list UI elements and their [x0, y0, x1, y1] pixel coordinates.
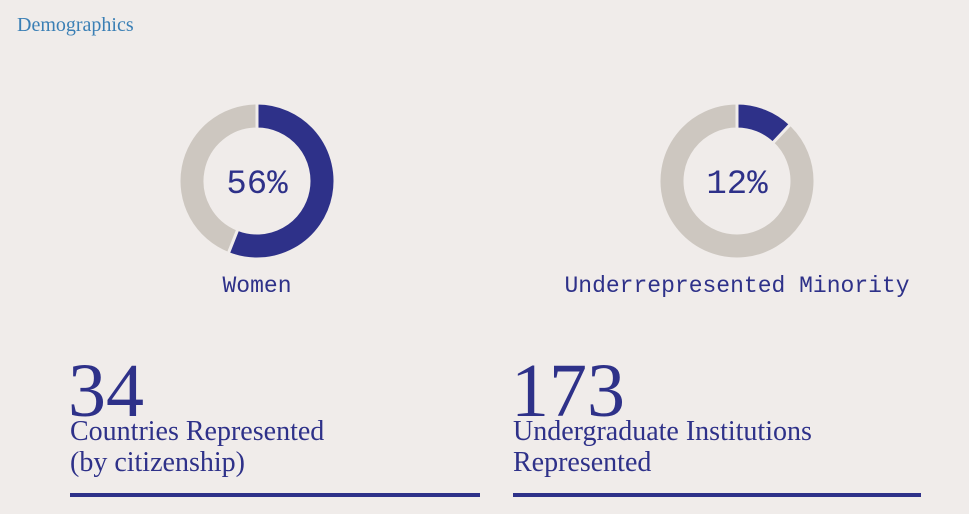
- stat-label: Undergraduate Institutions: [513, 416, 812, 447]
- stat-label: Countries Represented: [70, 416, 324, 447]
- stat-value: 173: [511, 349, 625, 433]
- donut-segment: [735, 101, 793, 146]
- stat-label: (by citizenship): [70, 447, 245, 478]
- donut-track: [177, 101, 259, 256]
- donut-label: Women: [222, 273, 291, 299]
- donut-value-label: 56%: [226, 166, 288, 204]
- stat-underline: [513, 493, 921, 497]
- donut-segment: [226, 101, 337, 261]
- stat-label: Represented: [513, 447, 651, 478]
- donut-track: [657, 101, 817, 261]
- stat-underline: [70, 493, 480, 497]
- section-title: Demographics: [17, 14, 134, 36]
- stat-value: 34: [68, 349, 144, 433]
- donut-value-label: 12%: [706, 166, 768, 204]
- donut-label: Underrepresented Minority: [564, 273, 909, 299]
